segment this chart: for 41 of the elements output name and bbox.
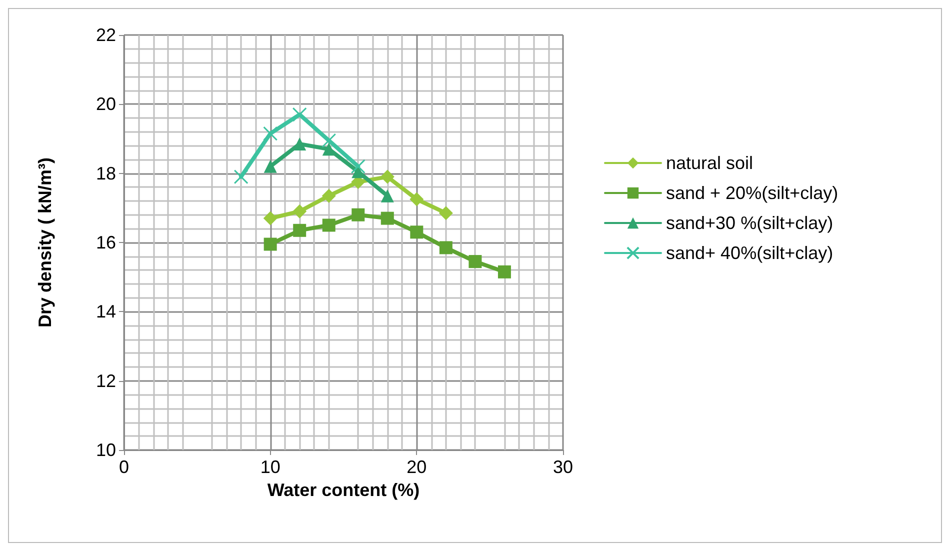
y-tick-label: 20 (96, 94, 116, 114)
point (352, 208, 365, 222)
y-axis-title: Dry density ( kN/m³) (35, 157, 55, 328)
y-tick-label: 22 (96, 25, 116, 45)
legend-label: sand+30 %(silt+clay) (666, 213, 834, 233)
point (498, 265, 511, 278)
point (380, 170, 394, 184)
y-tick-label: 12 (96, 370, 116, 391)
point (264, 238, 277, 251)
point (293, 137, 306, 150)
point (293, 224, 306, 237)
point (263, 126, 278, 141)
point (439, 241, 452, 254)
y-tick-label: 14 (96, 302, 116, 322)
y-tick-label: 18 (96, 163, 116, 184)
point (264, 160, 277, 173)
point (380, 212, 394, 225)
point (322, 188, 336, 203)
point (322, 142, 336, 156)
y-tick-label: 10 (96, 440, 116, 460)
point (438, 206, 453, 220)
legend-label: sand+ 40%(silt+clay) (666, 243, 834, 263)
legend-label: sand + 20%(silt+clay) (666, 183, 838, 203)
point (380, 189, 394, 202)
x-tick-label: 30 (552, 457, 574, 477)
point (322, 133, 336, 148)
point (263, 211, 278, 226)
point (410, 192, 424, 206)
point (292, 107, 307, 122)
x-tick-label: 20 (406, 457, 427, 477)
point (468, 255, 482, 268)
legend-label: natural soil (666, 153, 754, 173)
point (350, 159, 366, 174)
point (322, 218, 336, 232)
x-tick-label: 0 (118, 457, 130, 477)
y-tick-label: 16 (96, 232, 116, 252)
x-axis-title: Water content (%) (267, 480, 420, 500)
point (234, 170, 248, 184)
x-tick-label: 10 (260, 457, 280, 477)
point (410, 226, 424, 239)
point (292, 204, 307, 218)
